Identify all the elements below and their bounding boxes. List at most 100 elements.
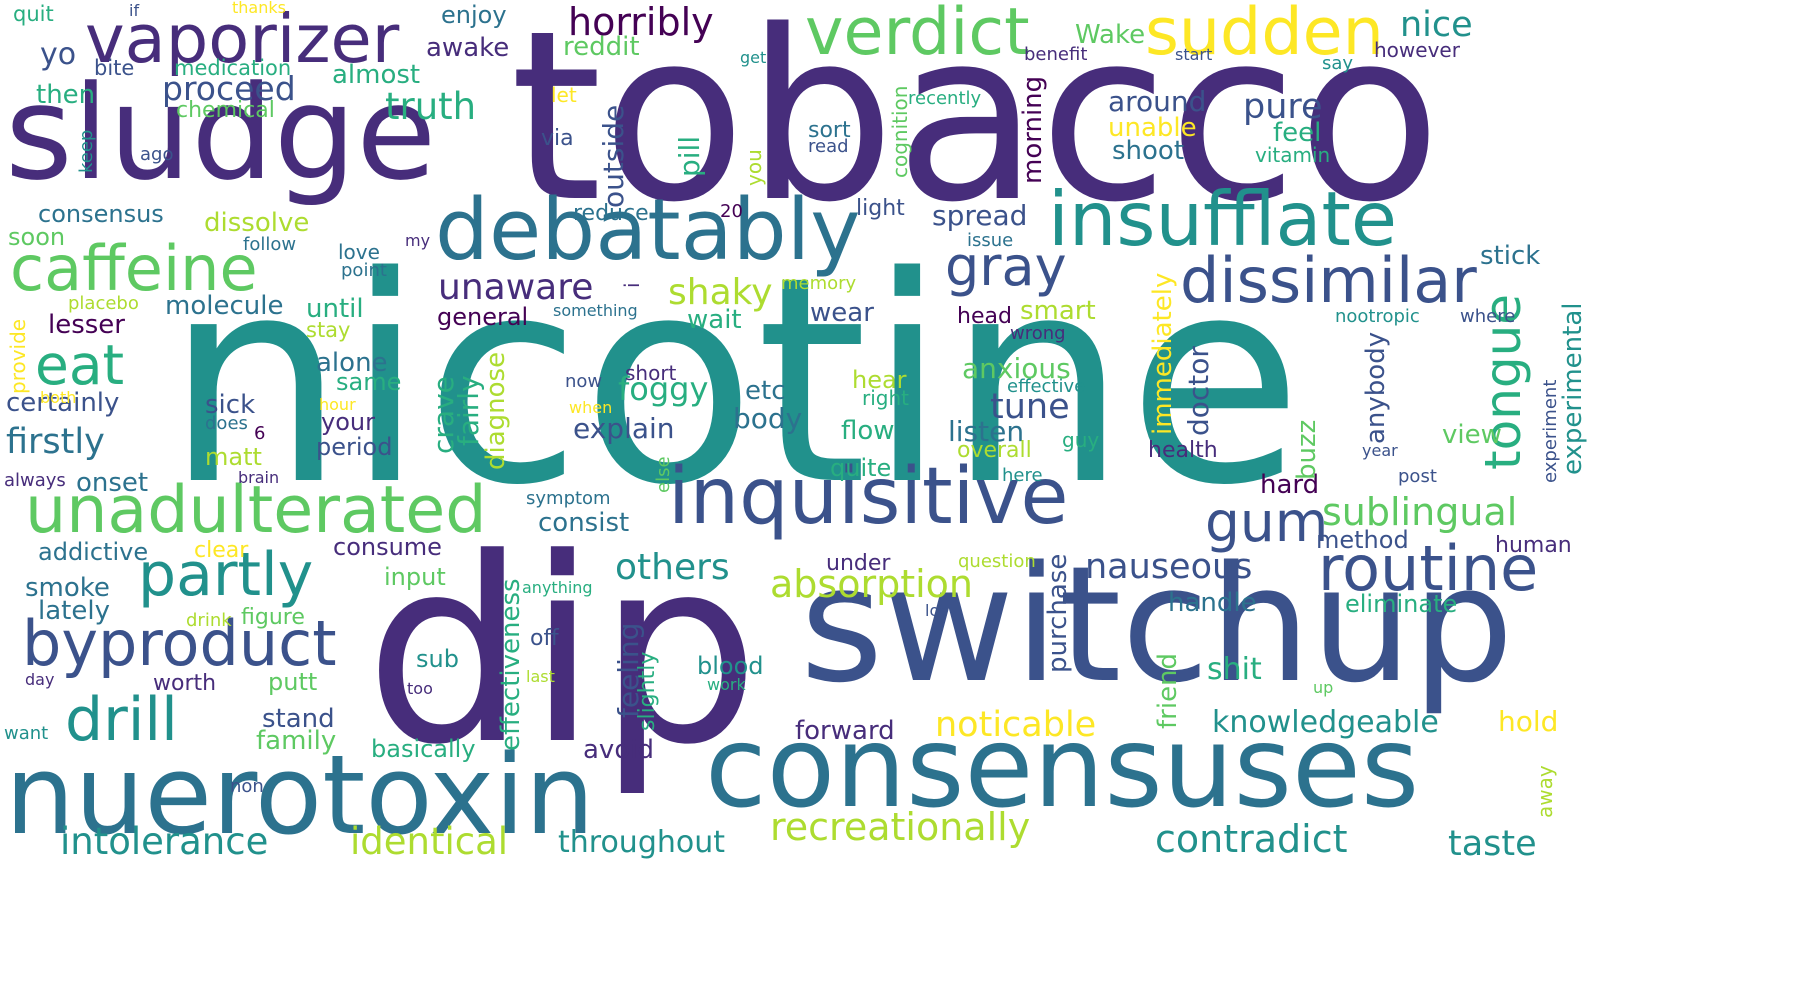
word-unaware: unaware — [438, 267, 594, 308]
word-love: love — [338, 240, 380, 264]
word-eat: eat — [35, 333, 125, 397]
word-symptom: symptom — [526, 488, 611, 509]
word-hour: hour — [319, 395, 356, 414]
word-health: health — [1148, 438, 1218, 463]
word-pure: pure — [1243, 87, 1323, 127]
word-consensus: consensus — [38, 200, 164, 228]
word-question: question — [958, 551, 1036, 572]
word-hold: hold — [1498, 705, 1559, 738]
word-body: body — [733, 402, 803, 435]
word-thanks: thanks — [232, 0, 286, 17]
word-vitamin: vitamin — [1255, 143, 1331, 167]
word-family: family — [256, 726, 337, 756]
word-my: my — [405, 231, 431, 250]
word-pill: pill — [673, 135, 706, 177]
word-dissimilar: dissimilar — [1180, 244, 1477, 317]
word-effectiveness: effectiveness — [496, 578, 526, 751]
word-same: same — [336, 368, 402, 396]
word-chemical: chemical — [176, 98, 275, 123]
word-gum: gum — [1205, 490, 1329, 554]
word-want: want — [4, 723, 49, 744]
word-via: via — [541, 126, 574, 151]
word-putt: putt — [268, 668, 318, 696]
word-consume: consume — [333, 533, 442, 561]
word-enjoy: enjoy — [441, 1, 507, 29]
word-debatably: debatably — [435, 181, 861, 280]
word-molecule: molecule — [165, 291, 284, 321]
word-read: read — [808, 136, 849, 157]
word-partly: partly — [138, 540, 314, 610]
word-purchase: purchase — [1043, 553, 1073, 673]
word-non: non — [230, 776, 264, 797]
word-too: too — [407, 679, 433, 698]
word-throughout: throughout — [558, 825, 726, 860]
word-light: light — [856, 196, 905, 221]
word-where: where — [1460, 306, 1516, 327]
word-matt: matt — [205, 443, 262, 471]
word-anybody: anybody — [1361, 331, 1391, 444]
word-nootropic: nootropic — [1335, 306, 1420, 327]
word-lot: lot — [925, 601, 946, 620]
word-recently: recently — [908, 88, 982, 109]
word-stand: stand — [262, 704, 335, 734]
word-feel: feel — [1273, 118, 1322, 148]
word-your: your — [321, 408, 375, 436]
word-post: post — [1398, 466, 1437, 487]
word-hard: hard — [1260, 470, 1320, 500]
word-nicotine: nicotine — [165, 216, 1303, 548]
word-shaky: shaky — [668, 272, 773, 313]
word-drink: drink — [186, 610, 232, 631]
word-effective: effective — [1007, 376, 1086, 397]
word-drill: drill — [65, 685, 178, 755]
word-intolerance: intolerance — [60, 820, 269, 863]
word-quite: quite — [830, 454, 892, 482]
word-start: start — [1175, 45, 1213, 64]
word-hear: hear — [852, 366, 907, 394]
word-spread: spread — [932, 199, 1028, 232]
word-avoid: avoid — [583, 735, 654, 765]
word-here: here — [1002, 465, 1043, 486]
word-quit: quit — [13, 2, 54, 26]
word-yo: yo — [40, 37, 77, 72]
word-else: else — [653, 456, 674, 493]
word-knowledgeable: knowledgeable — [1212, 705, 1439, 740]
word-issue: issue — [967, 230, 1014, 251]
word-outside: outside — [597, 104, 630, 208]
word-let: let — [551, 83, 577, 107]
word-i: i — [620, 282, 644, 288]
word-contradict: contradict — [1155, 817, 1348, 861]
word-cognition: cognition — [888, 85, 912, 178]
word-doctor: doctor — [1182, 346, 1215, 436]
word-gray: gray — [945, 235, 1067, 298]
word-up: up — [1313, 678, 1334, 697]
word-ago: ago — [140, 144, 174, 165]
word-medication: medication — [174, 56, 292, 80]
word-follow: follow — [243, 234, 297, 255]
word-anything: anything — [522, 578, 593, 597]
word-20: 20 — [720, 201, 743, 222]
word-anxious: anxious — [962, 352, 1071, 385]
word-sort: sort — [808, 118, 851, 143]
word-switchup: switchup — [800, 531, 1514, 718]
word-sub: sub — [416, 645, 459, 673]
word-provide: provide — [6, 318, 30, 394]
word-figure: figure — [241, 605, 305, 630]
word-get: get — [740, 48, 767, 67]
word-now: now — [565, 371, 603, 392]
word-brain: brain — [238, 468, 280, 487]
word-onset: onset — [76, 468, 149, 498]
word-smoke: smoke — [25, 573, 110, 603]
word-stay: stay — [306, 318, 351, 342]
word-wear: wear — [810, 298, 874, 328]
word-others: others — [615, 547, 730, 588]
word-unable: unable — [1108, 113, 1197, 143]
word-diagnose: diagnose — [481, 351, 511, 470]
word-when: when — [569, 398, 613, 417]
word-around: around — [1108, 85, 1207, 118]
word-period: period — [316, 433, 393, 461]
word-does: does — [205, 413, 248, 434]
word-dissolve: dissolve — [204, 208, 310, 238]
word-work: work — [707, 675, 746, 694]
word-inquisitive: inquisitive — [668, 452, 1069, 542]
word-vaporizer: vaporizer — [85, 0, 400, 78]
